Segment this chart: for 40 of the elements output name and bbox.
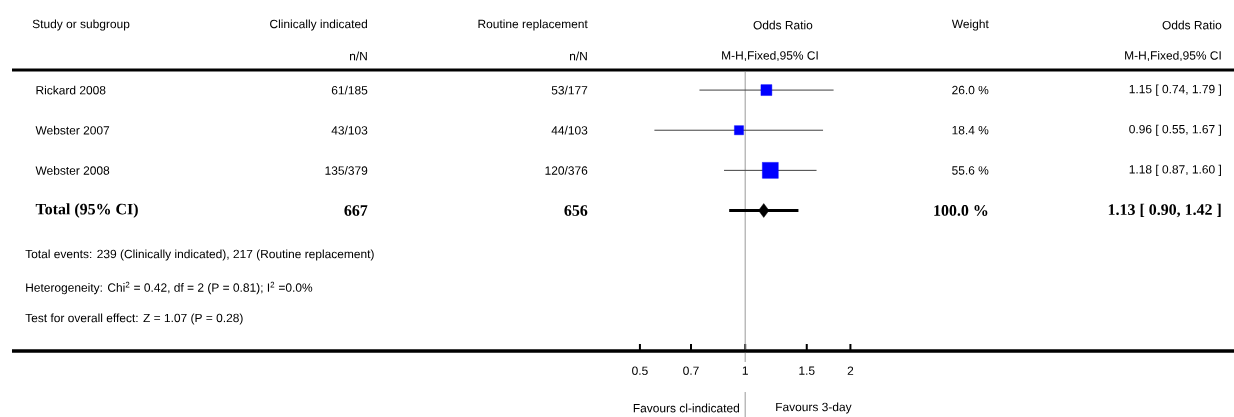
annotation: Test for overall effect: Z = 1.07 (P = 0.28) (25, 313, 243, 325)
y-tick-label: Webster 2007 (35, 125, 110, 135)
annotation: Heterogeneity: Chi$^{2}$ = 0.42, df = 2 (P = 0.81); I$^{2}$ =0.0% (26, 281, 313, 295)
annotation: Total events: 239 (Clinically indicated), 217 (Routine replacement) (25, 249, 374, 261)
y-tick-label: Rickard 2008 (36, 85, 106, 95)
annotation: 1.15 [ 0.74, 1.79 ] (1129, 84, 1221, 96)
y-tick-label: Webster 2008 (35, 165, 110, 175)
y-tick-label: Total (95% CI) (35, 203, 138, 218)
annotation: 55.6 % (952, 166, 989, 175)
text: M-H,Fixed,95% CI (1125, 50, 1221, 62)
text: Routine replacement (478, 19, 588, 31)
text: Study or subgroup (32, 19, 130, 31)
x-tick-label: 2 (847, 366, 854, 375)
text: n/N (570, 51, 587, 61)
annotation: 43/103 (331, 125, 368, 135)
x-tick-label: 0.5 (632, 366, 648, 375)
annotation: 0.96 [ 0.55, 1.67 ] (1129, 124, 1221, 136)
text: Favours 3-day (776, 402, 852, 414)
text: Odds Ratio (1162, 20, 1222, 30)
text: Favours cl-indicated (633, 403, 740, 413)
annotation: 1.18 [ 0.87, 1.60 ] (1129, 164, 1221, 176)
annotation: 100.0 % (934, 205, 988, 216)
annotation: 18.4 % (952, 125, 989, 135)
text: Weight (951, 19, 989, 31)
annotation: 26.0 % (952, 85, 989, 95)
text: M-H,Fixed,95% CI (722, 50, 818, 62)
text: n/N (350, 51, 367, 61)
x-tick-label: 0.7 (683, 366, 699, 375)
annotation: 61/185 (331, 85, 368, 95)
annotation: 135/379 (325, 166, 368, 175)
annotation: 667 (344, 205, 368, 216)
x-tick-label: 1.5 (799, 366, 815, 375)
annotation: 1.13 [ 0.90, 1.42 ] (1108, 203, 1221, 218)
text: Odds Ratio (753, 20, 813, 30)
annotation: 44/103 (551, 125, 588, 135)
x-tick-label: 1 (742, 366, 748, 375)
text: Clinically indicated (270, 19, 367, 31)
annotation: 656 (564, 205, 588, 216)
annotation: 53/177 (551, 85, 588, 95)
annotation: 120/376 (545, 166, 588, 175)
